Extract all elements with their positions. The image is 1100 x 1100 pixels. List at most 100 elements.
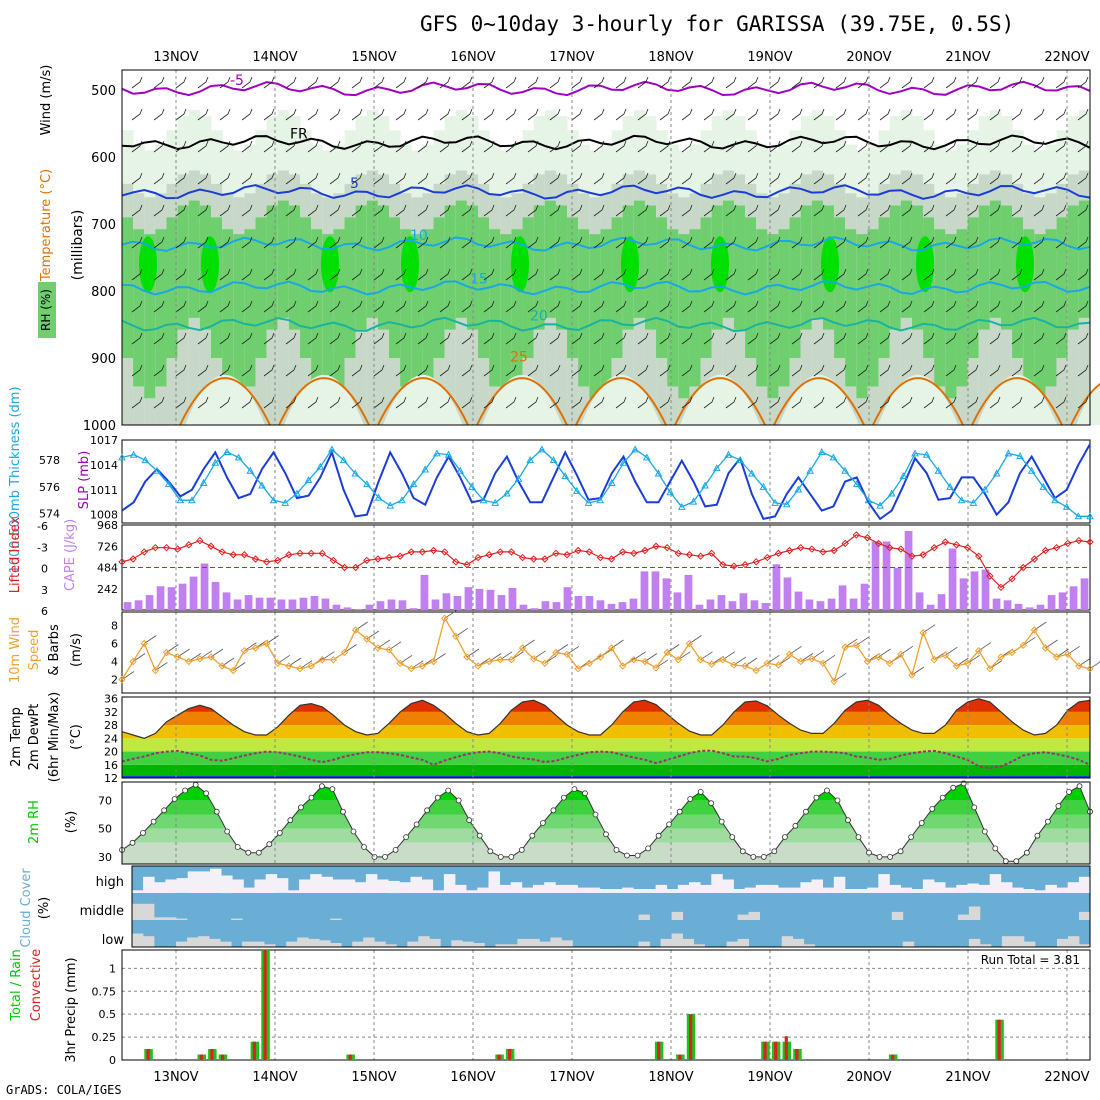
- cape-bar: [618, 602, 627, 610]
- wind-barb: [373, 204, 385, 217]
- rh-band-green: [656, 217, 668, 359]
- wind-barb: [1033, 140, 1045, 153]
- rh-point: [203, 790, 210, 797]
- li-point: [474, 553, 482, 562]
- wind-speed-point: [652, 664, 660, 672]
- rh-point: [140, 830, 146, 836]
- wind-barb: [241, 140, 253, 153]
- cloud-axis-label: Cloud Cover: [19, 868, 34, 948]
- wind-barb: [967, 364, 979, 377]
- wind-barb: [813, 300, 825, 313]
- li-tick: 3: [41, 584, 48, 597]
- wind-barb: [593, 300, 605, 313]
- wind-barb: [505, 236, 517, 249]
- wind-barb: [879, 108, 891, 121]
- wind-barb: [791, 172, 803, 185]
- wind-barb: [483, 108, 495, 121]
- cloud-middle-bar: [165, 917, 177, 920]
- rh-band-green: [533, 205, 546, 330]
- rh-point: [981, 828, 988, 835]
- wind-barb: [307, 268, 319, 281]
- precip-convective-bar: [508, 1049, 512, 1060]
- cloud-low-bar: [352, 941, 364, 947]
- cape-bar: [420, 574, 429, 610]
- li-point: [1052, 543, 1061, 552]
- wind-barb: [483, 364, 495, 377]
- cloud-high-bar: [867, 887, 879, 893]
- wind-barb: [637, 204, 649, 217]
- wind-barb: [659, 108, 671, 121]
- wind-barb: [637, 172, 649, 185]
- wind-barb: [571, 204, 583, 217]
- wind-barb: [483, 268, 495, 281]
- wind-barb: [329, 204, 341, 217]
- wind-barb: [615, 268, 627, 281]
- rh-point: [1024, 849, 1030, 856]
- cloud-high-bar: [789, 887, 801, 893]
- precip-convective-bar: [252, 1041, 256, 1060]
- wind-barb: [153, 268, 165, 281]
- rh-band-green: [389, 217, 401, 359]
- rh-axis-label: 2m RH: [27, 800, 42, 844]
- wind-barb: [813, 172, 825, 185]
- thickness-point: [806, 466, 814, 474]
- wind-barb: [725, 236, 737, 249]
- wind-barb: [1055, 108, 1067, 121]
- wind-speed-point: [986, 664, 994, 673]
- cloud-high-bar: [1078, 876, 1091, 893]
- wind-barb: [549, 76, 561, 89]
- cloud-high-bar: [644, 889, 656, 893]
- rh-point: [529, 832, 536, 839]
- cloud-high-bar: [1023, 889, 1035, 893]
- wind-barb: [571, 332, 583, 345]
- wind-barb: [813, 108, 825, 121]
- date-tick-top: 21NOV: [945, 50, 990, 65]
- rh-point: [676, 808, 683, 815]
- cape-bar: [739, 593, 748, 610]
- cape-bar: [552, 602, 561, 610]
- cloud-low-bar: [660, 938, 672, 947]
- cloud-high-bar: [365, 874, 378, 893]
- wind-barb: [395, 204, 407, 217]
- cloud-low-bar: [1023, 941, 1036, 947]
- cloud-high-bar: [1000, 882, 1013, 893]
- cloud-low-bar: [792, 938, 805, 947]
- wind-barb: [219, 172, 231, 185]
- li-tick: -6: [37, 520, 48, 533]
- thickness-point: [607, 478, 616, 486]
- temp-contour-25: [377, 377, 469, 426]
- rh-point: [834, 797, 841, 804]
- thickness-point: [794, 485, 803, 493]
- temp-contour-25: [773, 377, 865, 426]
- li-point: [173, 545, 182, 553]
- wind-speed-point: [385, 646, 393, 654]
- cloud-high-bar: [1012, 887, 1024, 893]
- rh-point: [792, 822, 799, 829]
- wind-speed-point: [363, 635, 371, 643]
- cloud-low-bar: [693, 944, 705, 947]
- precip-convective-bar: [210, 1049, 214, 1060]
- cloud-high-bar: [187, 871, 200, 893]
- wind-barb: [527, 364, 539, 377]
- cloud-low-bar: [473, 943, 485, 947]
- wind-barb: [197, 396, 209, 409]
- wind-barb: [219, 204, 231, 217]
- thickness-point: [421, 465, 430, 473]
- wind-barb: [879, 140, 891, 153]
- wind-barb: [593, 332, 605, 345]
- wind-barb: [989, 236, 1001, 249]
- wind-barb: [439, 396, 451, 409]
- rh-point: [1045, 818, 1051, 825]
- wind-barb: [835, 76, 847, 89]
- date-tick-bottom: 20NOV: [846, 1070, 891, 1085]
- wind-speed-point: [474, 662, 482, 670]
- wind-speed-point: [607, 644, 616, 652]
- date-tick-bottom: 16NOV: [450, 1070, 495, 1085]
- precip-convective-bar: [678, 1054, 682, 1060]
- wind-barb: [131, 204, 143, 217]
- wind-barb: [659, 76, 671, 89]
- precip-frame: [121, 949, 1091, 1061]
- rh-point: [476, 832, 483, 839]
- rh-band-green: [466, 205, 479, 330]
- wind-barb: [901, 108, 913, 121]
